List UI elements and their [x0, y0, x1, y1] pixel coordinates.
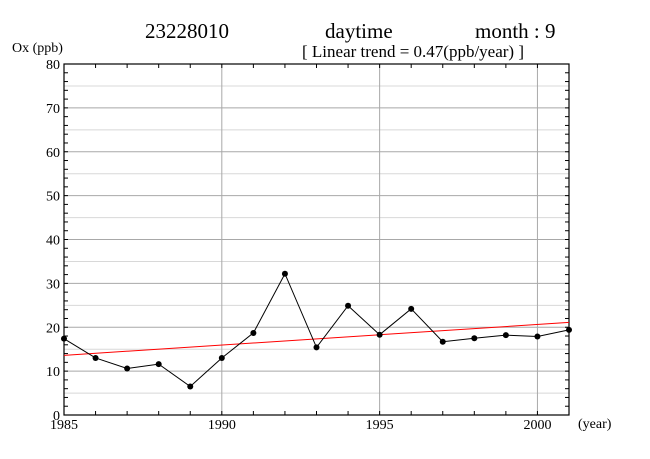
data-point: [250, 329, 257, 336]
station-id: 23228010: [145, 19, 229, 43]
month-label: month : 9: [475, 19, 556, 43]
y-axis-label: Ox (ppb): [12, 41, 63, 56]
y-tick-label: 20: [46, 321, 60, 336]
data-point: [534, 333, 541, 340]
y-tick-label: 10: [46, 365, 60, 380]
data-point: [92, 354, 99, 361]
data-point: [218, 354, 225, 361]
data-point: [124, 365, 131, 372]
x-tick-label: 2000: [523, 418, 551, 433]
data-point: [313, 344, 320, 351]
x-tick-label: 1990: [208, 418, 236, 433]
data-point: [281, 270, 288, 277]
y-tick-label: 50: [46, 190, 60, 205]
trend-line: [63, 321, 570, 356]
data-point: [471, 335, 478, 342]
data-point: [376, 331, 383, 338]
data-point: [187, 383, 194, 390]
period-label: daytime: [325, 19, 393, 43]
y-tick-label: 0: [53, 409, 60, 424]
data-point: [502, 332, 509, 339]
data-point: [345, 302, 352, 309]
plot-area: 0 10 20 30 40 50 60 70 80 1985 1990 1995 2000: [46, 58, 572, 433]
trend-label: [ Linear trend = 0.47(ppb/year) ]: [302, 42, 524, 61]
data-point: [61, 335, 67, 342]
data-point: [439, 338, 446, 345]
series-line: [63, 272, 570, 388]
data-point: [408, 305, 415, 312]
y-tick-label: 80: [46, 58, 60, 73]
y-tick-label: 30: [46, 277, 60, 292]
y-tick-label: 70: [46, 102, 60, 117]
data-point: [155, 361, 162, 368]
x-tick-label: 1995: [366, 418, 394, 433]
x-axis-label: (year): [578, 417, 612, 432]
y-tick-label: 60: [46, 146, 60, 161]
data-point: [566, 326, 572, 333]
y-tick-label: 40: [46, 234, 60, 249]
x-tick-label: 1985: [50, 418, 78, 433]
